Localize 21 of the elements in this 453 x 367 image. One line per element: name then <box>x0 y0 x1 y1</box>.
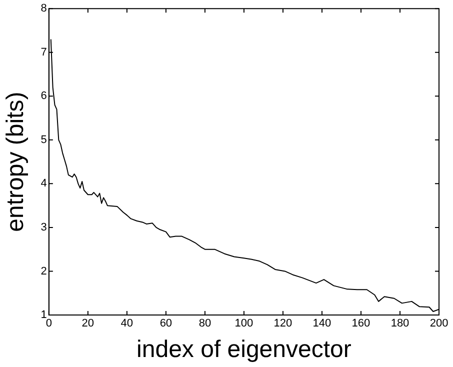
x-tick-label: 0 <box>46 318 52 330</box>
x-tick-label: 20 <box>82 318 94 330</box>
x-tick-label: 140 <box>312 318 332 330</box>
y-tick-label: 8 <box>40 2 47 15</box>
y-tick-label: 2 <box>40 265 47 278</box>
y-tick-label: 1 <box>40 309 47 322</box>
x-axis-title: index of eigenvector <box>136 336 352 364</box>
y-tick-label: 3 <box>40 221 47 234</box>
x-tick-label: 180 <box>390 318 410 330</box>
x-tick-label: 40 <box>120 318 134 330</box>
x-tick-label: 80 <box>198 318 212 330</box>
x-tick-label: 160 <box>352 318 370 330</box>
y-tick-label: 6 <box>40 90 47 102</box>
x-tick-label: 60 <box>160 318 172 330</box>
y-axis-title: entropy (bits) <box>2 92 30 232</box>
y-tick-label: 7 <box>40 46 47 58</box>
x-tick-label: 100 <box>234 318 254 330</box>
y-tick-label: 4 <box>40 178 47 190</box>
x-tick-label: 200 <box>430 318 448 330</box>
x-tick-label: 120 <box>274 318 292 330</box>
y-tick-label: 5 <box>40 134 47 146</box>
